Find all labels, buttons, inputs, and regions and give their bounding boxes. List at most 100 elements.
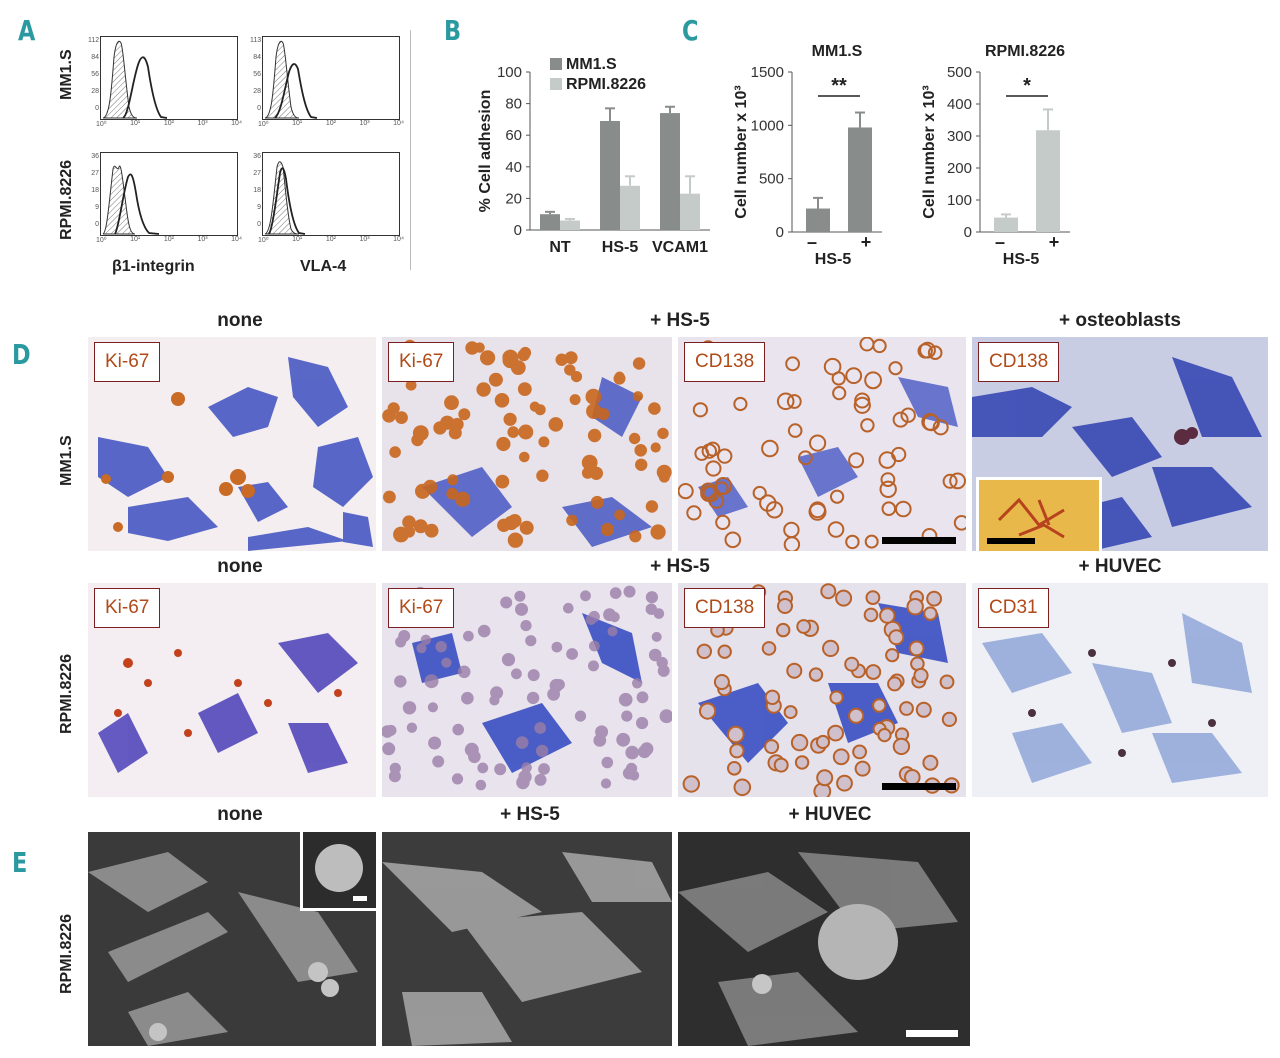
histogram-mm1s-vla4 (262, 36, 400, 120)
y-tick-label: 0 (964, 224, 972, 241)
panel-a-letter: A (18, 14, 36, 47)
y-tick-label: 1500 (751, 64, 784, 81)
d-row1-title-hs5: + HS-5 (650, 310, 710, 331)
chart-title: RPMI.8226 (985, 43, 1065, 60)
y-axis-label: Cell number x 10³ (733, 85, 750, 218)
bar (620, 185, 640, 230)
hist-xlabel-b1-integrin: β1-integrin (112, 258, 195, 275)
stain-label: CD138 (978, 342, 1060, 382)
y-tick-label: 100 (497, 64, 522, 81)
y-tick-label: 80 (505, 96, 522, 113)
d-row2-title-hs5: + HS-5 (650, 556, 710, 577)
d-row1-title-osteoblasts: + osteoblasts (1059, 310, 1181, 331)
panel-b-letter: B (444, 14, 462, 47)
sem-inset (300, 832, 376, 911)
bar (994, 217, 1018, 232)
y-tick-label: 40 (505, 159, 522, 176)
panel-d-row-label-rpmi: RPMI.8226 (58, 653, 75, 734)
y-tick-label: 60 (505, 127, 522, 144)
sem-rpmi-huvec (678, 832, 970, 1046)
y-tick-label: 300 (947, 128, 972, 145)
micrograph-rpmi-hs5-cd138: CD138 (678, 583, 966, 797)
stain-label: Ki-67 (388, 342, 455, 382)
d-row2-title-none: none (217, 556, 263, 577)
bar (1036, 130, 1060, 232)
panel-e-row-label: RPMI.8226 (58, 913, 75, 994)
y-axis-label: Cell number x 10³ (921, 85, 938, 218)
x-tick-label: + (1049, 232, 1060, 252)
x-axis-label: HS-5 (1003, 251, 1040, 268)
stain-label: Ki-67 (94, 588, 161, 628)
sem-rpmi-none (88, 832, 376, 1046)
hist-xticks-2: 10⁰ 10¹ 10² 10³ 10⁴ (258, 120, 404, 128)
micrograph-rpmi-none-ki67: Ki-67 (88, 583, 376, 797)
legend-swatch (550, 78, 562, 90)
legend-label: RPMI.8226 (566, 76, 646, 93)
chart-b: 0 20 40 60 80 100% Cell adhesion NT HS-5 VCAM1 MM… (477, 56, 710, 256)
legend-label: MM1.S (566, 56, 617, 73)
panel-e-letter: E (12, 846, 28, 879)
stain-label: CD138 (684, 342, 766, 382)
y-tick-label: 200 (947, 160, 972, 177)
stain-label: Ki-67 (388, 588, 455, 628)
hist-yticks-bottom-left: 36 27 18 9 0 (91, 153, 99, 228)
bar (848, 127, 872, 232)
histogram-mm1s-b1-integrin (100, 36, 238, 120)
d-row2-title-huvec: + HUVEC (1078, 556, 1162, 577)
x-tick-label: NT (549, 239, 571, 256)
scale-bar (882, 537, 956, 544)
d-row1-title-none: none (217, 310, 263, 331)
hist-yticks-top-right: 113 84 56 28 0 (250, 37, 262, 112)
micrograph-mm1s-hs5-cd138: CD138 (678, 337, 966, 551)
scale-bar (906, 1030, 958, 1037)
panel-c-letter: C (682, 14, 699, 47)
hist-yticks-top-left: 112 84 56 28 0 (88, 37, 100, 112)
y-tick-label: 100 (947, 192, 972, 209)
chart-title: MM1.S (812, 43, 863, 60)
micrograph-rpmi-huvec-cd31: CD31 (972, 583, 1268, 797)
y-tick-label: 400 (947, 96, 972, 113)
inset-scale-bar (353, 896, 367, 901)
histogram-rpmi-vla4 (262, 152, 400, 236)
hist-xlabel-vla4: VLA-4 (300, 258, 347, 275)
bar (806, 208, 830, 232)
bar (660, 113, 680, 230)
e-title-hs5: + HS-5 (500, 804, 560, 825)
x-tick-label: VCAM1 (652, 239, 708, 256)
y-tick-label: 20 (505, 190, 522, 207)
panel-divider (410, 30, 411, 270)
significance-marker: ** (831, 75, 847, 97)
micrograph-mm1s-hs5-ki67: Ki-67 (382, 337, 672, 551)
panel-a-row-label-mm1s: MM1.S (58, 49, 75, 100)
y-tick-label: 500 (759, 171, 784, 188)
panel-d-row-label-mm1s: MM1.S (58, 435, 75, 486)
x-tick-label: – (995, 232, 1005, 252)
scale-bar (882, 783, 956, 790)
bar (600, 120, 620, 230)
y-axis-label: % Cell adhesion (477, 90, 494, 213)
x-tick-label: – (807, 232, 817, 252)
bar (680, 193, 700, 230)
e-title-huvec: + HUVEC (788, 804, 872, 825)
e-title-none: none (217, 804, 263, 825)
bar (560, 220, 580, 230)
panel-a-row-label-rpmi: RPMI.8226 (58, 159, 75, 240)
hist-xticks-4: 10⁰ 10¹ 10² 10³ 10⁴ (258, 236, 404, 244)
inset-scale-bar (987, 538, 1035, 544)
hist-xticks-3: 10⁰ 10¹ 10² 10³ 10⁴ (96, 236, 242, 244)
x-tick-label: HS-5 (602, 239, 639, 256)
y-tick-label: 500 (947, 64, 972, 81)
stain-label: CD31 (978, 588, 1049, 628)
y-tick-label: 0 (776, 224, 784, 241)
hist-xticks-1: 10⁰ 10¹ 10² 10³ 10⁴ (96, 120, 242, 128)
stain-label: CD138 (684, 588, 766, 628)
y-tick-label: 1000 (751, 117, 784, 134)
micrograph-mm1s-osteoblasts-cd138: CD138 (972, 337, 1268, 551)
bar (540, 214, 560, 230)
inset-osteoblast (976, 477, 1102, 551)
y-tick-label: 0 (514, 222, 522, 239)
stain-label: Ki-67 (94, 342, 161, 382)
histogram-rpmi-b1-integrin (100, 152, 238, 236)
panel-d-letter: D (12, 338, 31, 371)
